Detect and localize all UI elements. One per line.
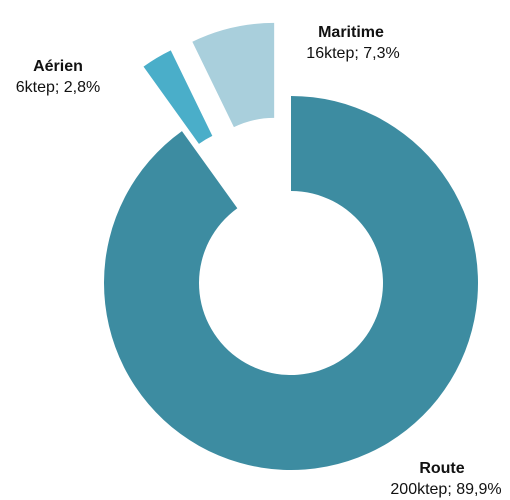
- slice-maritime: [192, 22, 275, 128]
- slice-label-maritime: Maritime 16ktep; 7,3%: [306, 24, 399, 62]
- slice-value-route: 200ktep; 89,9%: [390, 481, 501, 498]
- slice-aerien: [143, 50, 213, 144]
- slice-route: [104, 96, 478, 470]
- slice-value-aerien: 6ktep; 2,8%: [16, 79, 101, 96]
- slice-name-route: Route: [419, 460, 464, 477]
- donut-slices: [104, 22, 478, 470]
- slice-label-aerien: Aérien 6ktep; 2,8%: [16, 58, 101, 96]
- slice-name-maritime: Maritime: [318, 24, 384, 41]
- slice-label-route: Route 200ktep; 89,9%: [390, 460, 501, 498]
- slice-value-maritime: 16ktep; 7,3%: [306, 45, 399, 62]
- slice-name-aerien: Aérien: [33, 58, 83, 75]
